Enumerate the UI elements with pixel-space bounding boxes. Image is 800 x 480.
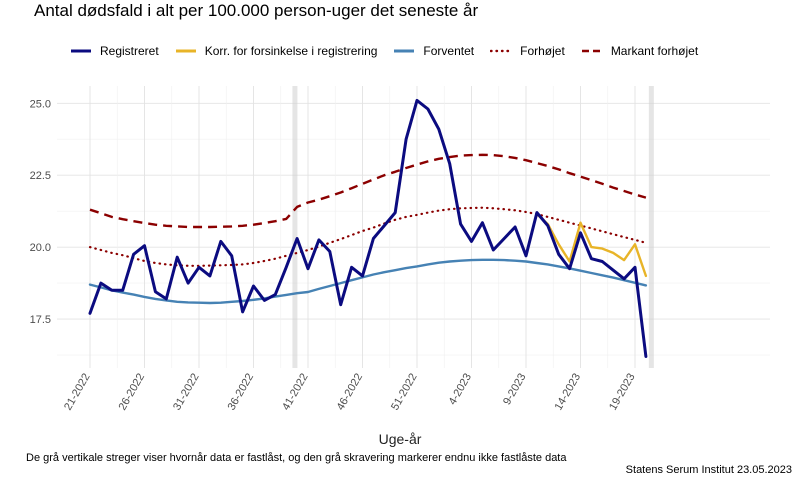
legend-swatch <box>175 49 196 53</box>
unfixed-data-shading <box>292 86 654 368</box>
chart-series <box>88 98 648 358</box>
legend-label: Forhøjet <box>520 44 565 58</box>
series-line-forhøjet <box>88 206 647 267</box>
y-tick-label: 20.0 <box>30 242 51 254</box>
legend-label: Markant forhøjet <box>610 44 699 58</box>
legend-swatch <box>581 49 602 53</box>
legend-swatch <box>490 49 513 53</box>
x-tick-label: 4-2023 <box>447 372 475 408</box>
x-tick-label: 21-2022 <box>62 372 93 413</box>
legend-swatch <box>394 49 415 53</box>
x-tick-label: 51-2022 <box>389 372 420 413</box>
x-tick-label: 31-2022 <box>171 372 202 413</box>
x-tick-label: 9-2023 <box>501 372 529 408</box>
x-axis-title: Uge-år <box>378 431 422 447</box>
x-tick-label: 36-2022 <box>226 372 257 413</box>
legend-label: Korr. for forsinkelse i registrering <box>204 44 378 58</box>
legend-item: Forhøjet <box>490 44 565 58</box>
legend-label: Forventet <box>423 44 475 58</box>
chart-caption: De grå vertikale streger viser hvornår d… <box>26 452 567 464</box>
x-tick-label: 41-2022 <box>280 372 311 413</box>
y-tick-label: 17.5 <box>30 314 51 326</box>
legend-item: Registreret <box>70 44 159 58</box>
x-tick-label: 14-2023 <box>553 372 584 413</box>
chart-grid <box>57 86 770 368</box>
series-line-korr-for-forsinkelse-i-registrering <box>535 212 648 278</box>
y-tick-label: 25.0 <box>30 98 51 110</box>
x-axis: 21-2022 26-2022 31-2022 36-2022 41-2022 46-20… <box>62 372 638 413</box>
legend-swatch <box>71 49 91 53</box>
source-note: Statens Serum Institut 23.05.2023 <box>625 464 792 476</box>
y-axis: 17.5 20.0 22.5 25.0 <box>30 98 51 326</box>
series-line-registreret <box>88 98 648 358</box>
legend-item: Markant forhøjet <box>581 44 698 58</box>
x-tick-label: 46-2022 <box>335 372 366 413</box>
legend-item: Forventet <box>393 44 474 58</box>
x-tick-label: 19-2023 <box>607 372 638 413</box>
fixed-data-marker <box>648 86 654 368</box>
chart-title: Antal dødsfald i alt per 100.000 person-… <box>34 1 479 20</box>
legend-label: Registreret <box>100 44 159 58</box>
y-tick-label: 22.5 <box>30 170 51 182</box>
legend-item: Korr. for forsinkelse i registrering <box>175 44 378 58</box>
chart-legend: Registreret Korr. for forsinkelse i regis… <box>70 43 714 59</box>
series-line-forventet <box>88 258 648 305</box>
x-tick-label: 26-2022 <box>117 372 148 413</box>
fixed-data-marker <box>292 86 298 368</box>
series-line-markant-forhøjet <box>89 153 647 229</box>
